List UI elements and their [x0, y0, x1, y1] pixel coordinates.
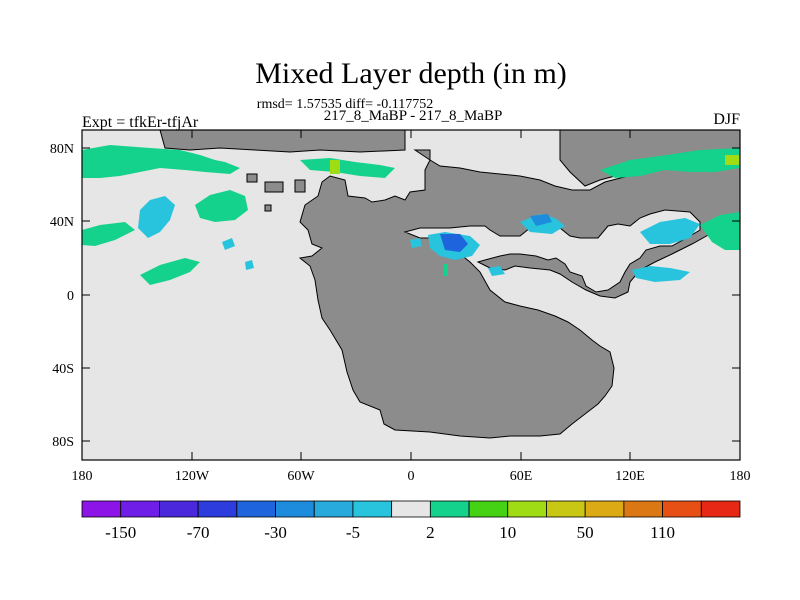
experiment-label: Expt = tfkEr-tfjAr — [82, 114, 199, 131]
colorbar: -150 -70 -30 -5 2 10 50 110 — [81, 500, 741, 542]
colorbar-label: 50 — [577, 523, 594, 542]
patch-positive-south-1 — [140, 258, 200, 285]
patch-positive-small — [444, 264, 448, 276]
colorbar-swatch — [546, 500, 586, 518]
anomaly-patches — [82, 145, 740, 285]
colorbar-swatch — [275, 500, 315, 518]
colorbar-swatch — [352, 500, 393, 518]
land-island-3 — [264, 204, 272, 212]
colorbar-label: 2 — [426, 523, 435, 542]
patch-positive-north-3-peak — [725, 155, 740, 165]
patch-negative-7 — [245, 260, 254, 270]
colorbar-swatch — [507, 500, 547, 518]
colorbar-swatch — [236, 500, 276, 518]
lat-label-40s: 40S — [52, 362, 74, 377]
lon-label-60w: 60W — [287, 469, 315, 484]
lon-label-180w: 180 — [72, 469, 93, 484]
lat-label-0: 0 — [67, 289, 74, 304]
patch-positive-north-3 — [600, 148, 740, 178]
lon-label-120w: 120W — [175, 469, 210, 484]
lon-label-180e: 180 — [730, 469, 751, 484]
land-island-1 — [264, 181, 284, 193]
patch-negative-9 — [410, 238, 422, 248]
lon-label-60e: 60E — [510, 469, 533, 484]
colorbar-label: -30 — [264, 523, 287, 542]
lat-label-80s: 80S — [52, 435, 74, 450]
patch-negative-8 — [222, 238, 235, 250]
map-panel: 80N 40N 0 40S 80S 180 120W 60W 0 60E 120 — [50, 129, 751, 484]
colorbar-swatch — [159, 500, 199, 518]
land-island-2 — [246, 173, 258, 183]
season-label: DJF — [713, 111, 740, 128]
patch-negative-5 — [632, 266, 690, 282]
colorbar-swatch — [662, 500, 702, 518]
colorbar-swatch — [584, 500, 625, 518]
comparison-label: 217_8_MaBP - 217_8_MaBP — [324, 108, 503, 124]
lon-axis: 180 120W 60W 0 60E 120E 180 — [72, 130, 751, 484]
lat-axis: 80N 40N 0 40S 80S — [50, 142, 740, 450]
colorbar-swatch — [623, 500, 663, 518]
land-island-4 — [294, 179, 306, 193]
patch-negative-6 — [488, 266, 505, 276]
patch-positive-mid-2 — [82, 222, 135, 246]
colorbar-swatch — [81, 500, 122, 518]
colorbar-swatch — [120, 500, 160, 518]
colorbar-swatch — [197, 500, 238, 518]
lat-label-80n: 80N — [50, 142, 74, 157]
patch-negative-2-core — [440, 234, 468, 252]
colorbar-swatch — [429, 500, 470, 518]
lat-label-40n: 40N — [50, 215, 74, 230]
patch-positive-peak — [330, 160, 340, 174]
colorbar-swatch — [391, 500, 431, 518]
colorbar-label: -150 — [105, 523, 136, 542]
patch-positive-north-1 — [82, 145, 240, 178]
colorbar-label: 110 — [650, 523, 675, 542]
patch-negative-4 — [640, 218, 700, 244]
land-arctic-west — [159, 129, 406, 153]
patch-positive-mid-1 — [195, 190, 248, 222]
patch-positive-east — [700, 212, 740, 250]
colorbar-label: 10 — [499, 523, 516, 542]
stats-label: rmsd= 1.57535 diff= -0.117752 — [257, 97, 433, 112]
colorbar-swatch — [700, 500, 741, 518]
patch-negative-3-core — [530, 214, 552, 226]
colorbar-swatch — [313, 500, 354, 518]
colorbar-label: -5 — [346, 523, 360, 542]
colorbar-label: -70 — [187, 523, 210, 542]
lon-label-0: 0 — [408, 469, 415, 484]
patch-positive-north-2 — [300, 158, 395, 178]
colorbar-swatch — [468, 500, 509, 518]
patch-negative-1 — [138, 196, 175, 238]
lon-label-120e: 120E — [615, 469, 645, 484]
figure-title: Mixed Layer depth (in m) — [255, 57, 567, 90]
